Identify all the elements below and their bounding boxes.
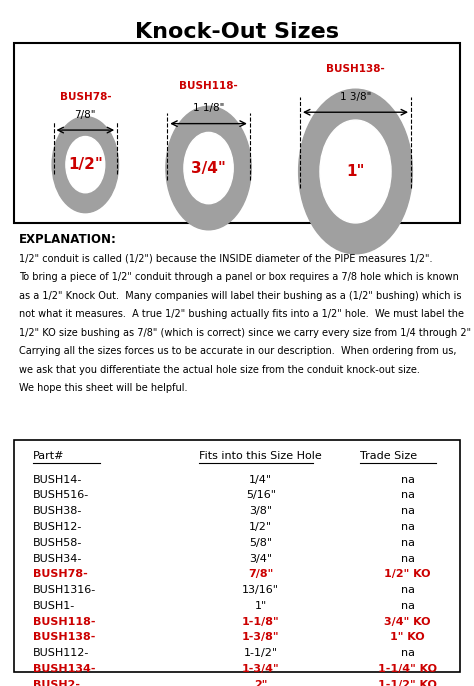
Text: Fits into this Size Hole: Fits into this Size Hole bbox=[199, 451, 322, 462]
Text: Carrying all the sizes forces us to be accurate in our description.  When orderi: Carrying all the sizes forces us to be a… bbox=[19, 346, 456, 357]
Text: BUSH112-: BUSH112- bbox=[33, 648, 90, 659]
Text: 1-1/4" KO: 1-1/4" KO bbox=[378, 664, 437, 674]
FancyBboxPatch shape bbox=[14, 440, 460, 672]
Text: 1/2": 1/2" bbox=[68, 157, 103, 172]
Circle shape bbox=[166, 106, 251, 230]
Circle shape bbox=[52, 117, 118, 213]
Text: 1-1/2": 1-1/2" bbox=[244, 648, 278, 659]
Text: na: na bbox=[401, 601, 415, 611]
Text: na: na bbox=[401, 490, 415, 501]
Text: BUSH516-: BUSH516- bbox=[33, 490, 90, 501]
Text: 5/8": 5/8" bbox=[249, 538, 272, 548]
Text: na: na bbox=[401, 585, 415, 595]
Text: 5/16": 5/16" bbox=[246, 490, 276, 501]
Text: 3/4" KO: 3/4" KO bbox=[384, 617, 431, 627]
Text: na: na bbox=[401, 554, 415, 564]
Text: 1/2" conduit is called (1/2") because the INSIDE diameter of the PIPE measures 1: 1/2" conduit is called (1/2") because th… bbox=[19, 254, 432, 264]
Text: BUSH34-: BUSH34- bbox=[33, 554, 82, 564]
Circle shape bbox=[66, 137, 105, 193]
Text: 1/4": 1/4" bbox=[249, 475, 272, 485]
Text: we ask that you differentiate the actual hole size from the conduit knock-out si: we ask that you differentiate the actual… bbox=[19, 365, 420, 375]
Text: 13/16": 13/16" bbox=[242, 585, 279, 595]
Text: BUSH58-: BUSH58- bbox=[33, 538, 82, 548]
Text: BUSH138-: BUSH138- bbox=[326, 64, 385, 74]
Circle shape bbox=[299, 89, 412, 254]
Text: Knock-Out Sizes: Knock-Out Sizes bbox=[135, 22, 339, 42]
Text: To bring a piece of 1/2" conduit through a panel or box requires a 7/8 hole whic: To bring a piece of 1/2" conduit through… bbox=[19, 272, 459, 283]
Text: 1-3/8": 1-3/8" bbox=[242, 632, 280, 643]
Text: 3/8": 3/8" bbox=[249, 506, 272, 517]
Text: 1-1/8": 1-1/8" bbox=[242, 617, 280, 627]
Text: BUSH14-: BUSH14- bbox=[33, 475, 82, 485]
Text: BUSH1316-: BUSH1316- bbox=[33, 585, 96, 595]
Text: 1/2": 1/2" bbox=[249, 522, 272, 532]
Text: na: na bbox=[401, 506, 415, 517]
Text: na: na bbox=[401, 475, 415, 485]
Circle shape bbox=[184, 132, 233, 204]
Text: 7/8": 7/8" bbox=[248, 569, 273, 580]
Text: na: na bbox=[401, 538, 415, 548]
Text: na: na bbox=[401, 522, 415, 532]
Text: 1-1/2" KO: 1-1/2" KO bbox=[378, 680, 437, 686]
Text: not what it measures.  A true 1/2" bushing actually fits into a 1/2" hole.  We m: not what it measures. A true 1/2" bushin… bbox=[19, 309, 464, 320]
Text: BUSH2-: BUSH2- bbox=[33, 680, 80, 686]
Text: 1 3/8": 1 3/8" bbox=[340, 92, 371, 102]
Text: BUSH118-: BUSH118- bbox=[33, 617, 96, 627]
Text: BUSH78-: BUSH78- bbox=[60, 91, 111, 102]
Text: 3/4": 3/4" bbox=[191, 161, 226, 176]
Text: na: na bbox=[401, 648, 415, 659]
Text: BUSH134-: BUSH134- bbox=[33, 664, 96, 674]
Text: BUSH38-: BUSH38- bbox=[33, 506, 82, 517]
Text: 1": 1" bbox=[255, 601, 267, 611]
Text: BUSH138-: BUSH138- bbox=[33, 632, 96, 643]
Text: Trade Size: Trade Size bbox=[360, 451, 418, 462]
Text: Part#: Part# bbox=[33, 451, 64, 462]
Text: BUSH78-: BUSH78- bbox=[33, 569, 88, 580]
Text: 1/2" KO: 1/2" KO bbox=[384, 569, 431, 580]
Text: BUSH12-: BUSH12- bbox=[33, 522, 82, 532]
Text: We hope this sheet will be helpful.: We hope this sheet will be helpful. bbox=[19, 383, 187, 394]
Text: 2": 2" bbox=[254, 680, 267, 686]
Text: 1": 1" bbox=[346, 164, 365, 179]
Text: BUSH1-: BUSH1- bbox=[33, 601, 75, 611]
Text: 1 1/8": 1 1/8" bbox=[193, 104, 224, 113]
FancyBboxPatch shape bbox=[14, 43, 460, 223]
Text: EXPLANATION:: EXPLANATION: bbox=[19, 233, 117, 246]
Text: as a 1/2" Knock Out.  Many companies will label their bushing as a (1/2" bushing: as a 1/2" Knock Out. Many companies will… bbox=[19, 291, 462, 301]
Text: 7/8": 7/8" bbox=[74, 110, 96, 120]
Text: 1" KO: 1" KO bbox=[390, 632, 425, 643]
Text: 1/2" KO size bushing as 7/8" (which is correct) since we carry every size from 1: 1/2" KO size bushing as 7/8" (which is c… bbox=[19, 328, 471, 338]
Text: 1-3/4": 1-3/4" bbox=[242, 664, 280, 674]
Circle shape bbox=[320, 120, 391, 223]
Text: BUSH118-: BUSH118- bbox=[179, 81, 238, 91]
Text: 3/4": 3/4" bbox=[249, 554, 272, 564]
